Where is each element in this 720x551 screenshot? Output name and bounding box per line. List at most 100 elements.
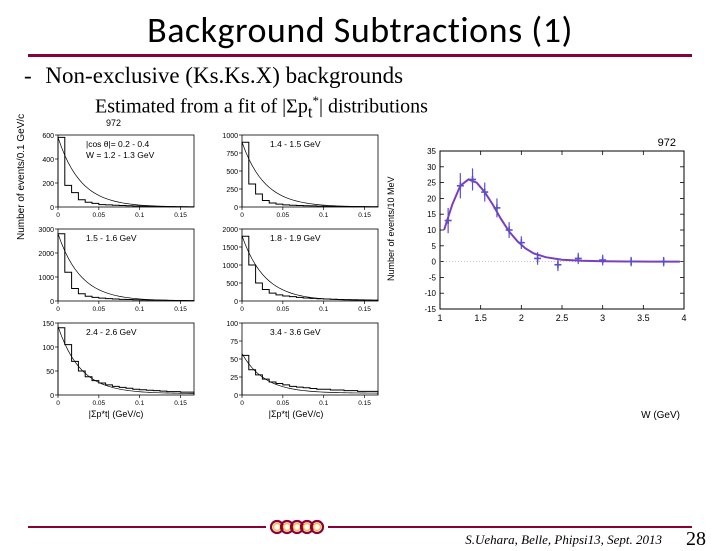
svg-text:2000: 2000 — [222, 227, 238, 234]
panel-label: 1.5 - 1.6 GeV — [86, 233, 137, 243]
svg-text:0.15: 0.15 — [358, 306, 371, 313]
left-panel-grid: 020040060000.050.10.15972|cos θ|= 0.2 - … — [26, 129, 386, 409]
estimated-text: Estimated from a fit of |Σpt*| distribut… — [95, 93, 720, 123]
svg-text:0.1: 0.1 — [319, 212, 328, 219]
svg-text:0: 0 — [234, 205, 238, 212]
hist-panel: 0 50 100 150 0 0.05 0.1 0.15 2.4 - 2.6 GeV — [26, 317, 202, 409]
svg-text:1000: 1000 — [222, 263, 238, 270]
slide-title: Background Subtractions (1) — [0, 0, 720, 52]
svg-text:150: 150 — [42, 321, 54, 328]
hist-panel: 0 1000 2000 3000 0 0.05 0.1 0.15 1.5 - 1.6 GeV — [26, 223, 202, 315]
svg-text:25: 25 — [427, 178, 436, 187]
panel-label: 1.4 - 1.5 GeV — [270, 139, 321, 149]
svg-text:600: 600 — [42, 133, 54, 140]
title-underline — [28, 54, 692, 57]
svg-text:0: 0 — [50, 299, 54, 306]
svg-text:0: 0 — [50, 393, 54, 400]
panel-toplabel: 972 — [106, 118, 121, 128]
right-chart-svg: -15 -10 -5 0 5 10 15 20 25 30 35 1 1.5 2 2.5 3 3.5 4 — [404, 141, 694, 331]
subtitle-text: Non-exclusive (Ks.Ks.X) backgrounds — [45, 63, 403, 88]
svg-text:2000: 2000 — [38, 251, 54, 258]
svg-text:250: 250 — [226, 187, 238, 194]
svg-text:3.5: 3.5 — [637, 313, 650, 323]
hist-panel: 020040060000.050.10.15972|cos θ|= 0.2 - … — [26, 129, 202, 221]
svg-text:100: 100 — [226, 321, 238, 328]
svg-text:100: 100 — [42, 345, 54, 352]
svg-text:2: 2 — [519, 313, 524, 323]
svg-text:0.05: 0.05 — [277, 212, 290, 219]
svg-text:0: 0 — [432, 257, 437, 266]
svg-text:3000: 3000 — [38, 227, 54, 234]
left-xlabel-1: |Σp*t| (GeV/c) — [26, 409, 206, 419]
svg-text:1.5: 1.5 — [474, 313, 487, 323]
svg-text:-15: -15 — [424, 305, 436, 314]
svg-text:0: 0 — [56, 212, 60, 219]
hist-panel: 050010001500200000.050.10.151.8 - 1.9 Ge… — [210, 223, 386, 315]
footer: S.Uehara, Belle, Phipsi13, Sept. 2013 28 — [0, 526, 720, 528]
panel-label: |cos θ|= 0.2 - 0.4 — [86, 139, 149, 149]
svg-text:200: 200 — [42, 181, 54, 188]
svg-text:75: 75 — [230, 339, 238, 346]
svg-text:0.15: 0.15 — [358, 212, 371, 219]
svg-text:0.15: 0.15 — [174, 400, 187, 407]
right-chart-title: 972 — [658, 137, 676, 149]
panel-label: 2.4 - 2.6 GeV — [86, 327, 137, 337]
svg-text:0.15: 0.15 — [174, 212, 187, 219]
left-xlabels-row: |Σp*t| (GeV/c) |Σp*t| (GeV/c) — [26, 409, 386, 419]
svg-text:3: 3 — [600, 313, 605, 323]
svg-text:0: 0 — [50, 205, 54, 212]
svg-text:0: 0 — [56, 306, 60, 313]
logo-rings — [266, 519, 328, 535]
svg-text:0.05: 0.05 — [93, 212, 106, 219]
panel-label: 1.8 - 1.9 GeV — [270, 233, 321, 243]
svg-text:0.1: 0.1 — [319, 306, 328, 313]
svg-text:35: 35 — [427, 147, 436, 156]
subtitle-dash: - — [24, 63, 32, 88]
svg-text:0.1: 0.1 — [319, 400, 328, 407]
left-xlabel-2: |Σp*t| (GeV/c) — [206, 409, 386, 419]
right-ylabel: Number of events/10 MeV — [386, 176, 396, 281]
svg-text:500: 500 — [226, 169, 238, 176]
svg-text:750: 750 — [226, 151, 238, 158]
svg-text:0.15: 0.15 — [174, 306, 187, 313]
svg-text:10: 10 — [427, 226, 436, 235]
footer-line — [28, 526, 692, 528]
svg-text:5: 5 — [432, 241, 437, 250]
svg-text:400: 400 — [42, 157, 54, 164]
svg-text:20: 20 — [427, 194, 436, 203]
svg-text:500: 500 — [226, 281, 238, 288]
chart-area: Number of events/0.1 GeV/c 020040060000.… — [0, 129, 720, 409]
subtitle: - Non-exclusive (Ks.Ks.X) backgrounds — [24, 63, 720, 89]
svg-text:0.05: 0.05 — [277, 400, 290, 407]
hist-panel: 025507510000.050.10.153.4 - 3.6 GeV — [210, 317, 386, 409]
svg-text:50: 50 — [230, 357, 238, 364]
svg-text:-5: -5 — [429, 273, 437, 282]
svg-text:1000: 1000 — [222, 133, 238, 140]
svg-text:0: 0 — [240, 400, 244, 407]
svg-text:1: 1 — [437, 313, 442, 323]
svg-text:30: 30 — [427, 162, 436, 171]
svg-text:4: 4 — [681, 313, 686, 323]
svg-text:15: 15 — [427, 210, 436, 219]
svg-text:0.1: 0.1 — [135, 400, 144, 407]
svg-text:0: 0 — [56, 400, 60, 407]
hist-panel: 0 250 500 750 1000 0 0.05 0.1 0.15 1.4 - 1.5 GeV — [210, 129, 386, 221]
svg-text:1000: 1000 — [38, 275, 54, 282]
svg-text:0.1: 0.1 — [135, 212, 144, 219]
svg-text:0: 0 — [240, 306, 244, 313]
svg-text:0.05: 0.05 — [277, 306, 290, 313]
svg-text:0.05: 0.05 — [93, 400, 106, 407]
right-xlabel: W (GeV) — [641, 410, 680, 421]
panel-label: 3.4 - 3.6 GeV — [270, 327, 321, 337]
svg-text:0.15: 0.15 — [358, 400, 371, 407]
svg-text:0.05: 0.05 — [93, 306, 106, 313]
svg-text:25: 25 — [230, 375, 238, 382]
panel-label2: W = 1.2 - 1.3 GeV — [86, 150, 154, 160]
right-chart: Number of events/10 MeV 972 -15-10-50510… — [404, 141, 694, 409]
footer-text: S.Uehara, Belle, Phipsi13, Sept. 2013 — [465, 532, 662, 548]
svg-text:-10: -10 — [424, 289, 436, 298]
svg-text:2.5: 2.5 — [556, 313, 569, 323]
svg-text:0.1: 0.1 — [135, 306, 144, 313]
svg-text:50: 50 — [46, 369, 54, 376]
svg-text:0: 0 — [240, 212, 244, 219]
